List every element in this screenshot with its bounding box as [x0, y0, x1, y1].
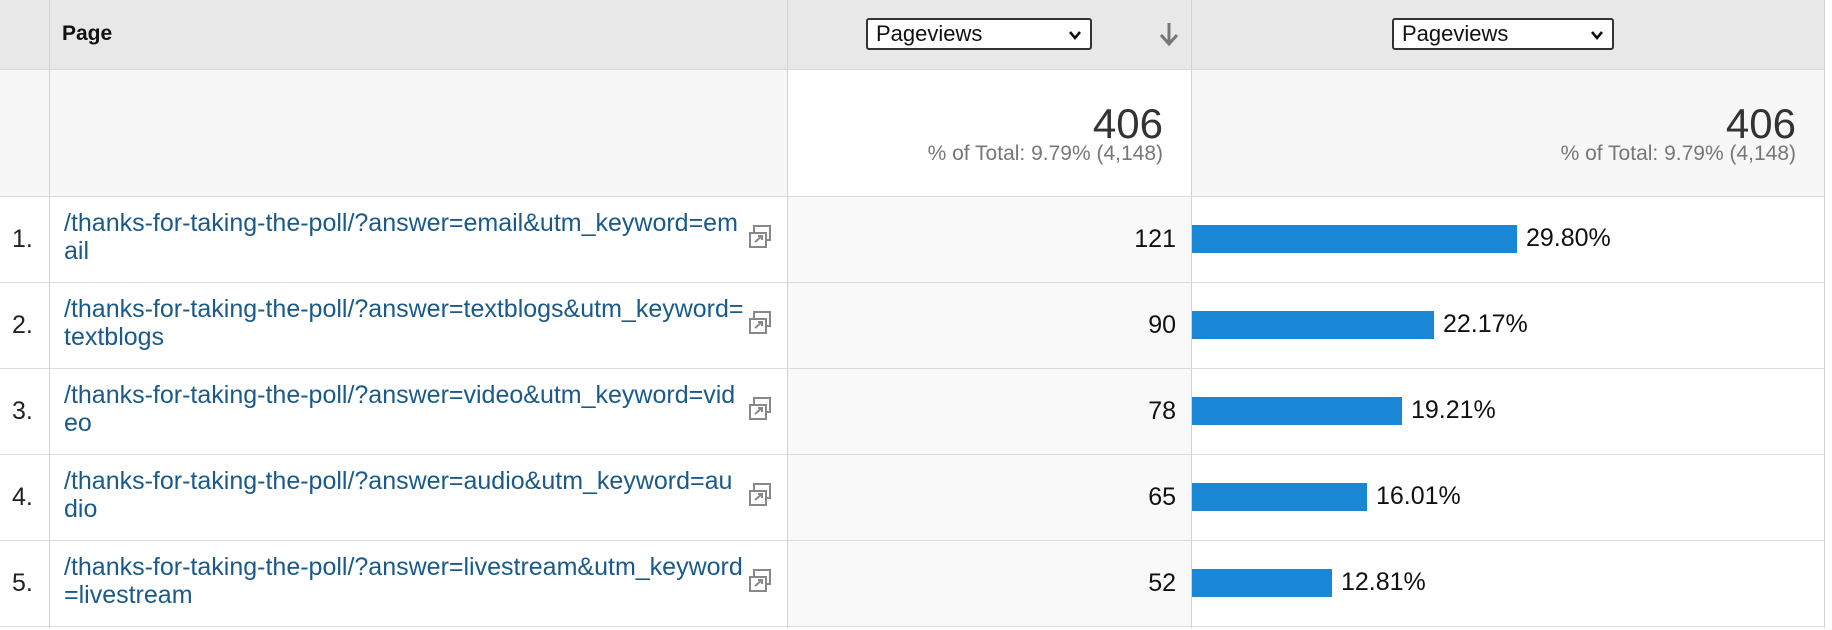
primary-value-cell: 90	[787, 283, 1191, 368]
totals-page-cell	[49, 70, 787, 196]
row-pageviews-value: 78	[1148, 397, 1176, 425]
column-divider	[49, 0, 50, 628]
table-row: 3. /thanks-for-taking-the-poll/?answer=v…	[0, 369, 1824, 455]
comparison-bar-cell: 29.80%	[1191, 197, 1824, 282]
page-link[interactable]: /thanks-for-taking-the-poll/?answer=text…	[64, 295, 744, 351]
percentage-label: 16.01%	[1376, 482, 1461, 510]
row-number: 5.	[12, 569, 33, 597]
table-row: 5. /thanks-for-taking-the-poll/?answer=l…	[0, 541, 1824, 627]
comparison-metric-select[interactable]: Pageviews	[1392, 18, 1614, 50]
row-number: 1.	[12, 225, 33, 253]
totals-primary-cell: 406 % of Total: 9.79% (4,148)	[787, 70, 1191, 196]
comparison-total-percent: % of Total: 9.79% (4,148)	[1560, 142, 1796, 165]
column-divider	[1191, 0, 1192, 628]
rownum-cell: 4.	[0, 455, 49, 540]
totals-comparison-cell: 406 % of Total: 9.79% (4,148)	[1191, 70, 1824, 196]
open-in-new-window-icon[interactable]	[747, 568, 773, 594]
page-link[interactable]: /thanks-for-taking-the-poll/?answer=audi…	[64, 467, 733, 523]
page-cell: /thanks-for-taking-the-poll/?answer=emai…	[49, 197, 787, 282]
rownum-cell: 2.	[0, 283, 49, 368]
column-divider	[787, 0, 788, 628]
open-in-new-window-icon[interactable]	[747, 482, 773, 508]
row-pageviews-value: 90	[1148, 311, 1176, 339]
page-column-header[interactable]: Page	[62, 22, 113, 45]
page-link[interactable]: /thanks-for-taking-the-poll/?answer=live…	[64, 553, 743, 609]
open-in-new-window-icon[interactable]	[747, 310, 773, 336]
percentage-label: 19.21%	[1411, 396, 1496, 424]
comparison-bar-cell: 19.21%	[1191, 369, 1824, 454]
header-comparison-metric-cell: Pageviews	[1191, 0, 1824, 69]
percentage-label: 12.81%	[1341, 568, 1426, 596]
primary-value-cell: 78	[787, 369, 1191, 454]
primary-value-cell: 52	[787, 541, 1191, 626]
percentage-bar	[1192, 225, 1517, 253]
primary-value-cell: 65	[787, 455, 1191, 540]
chevron-down-icon	[1069, 31, 1081, 41]
totals-row: 406 % of Total: 9.79% (4,148) 406 % of T…	[0, 70, 1824, 197]
table-row: 1. /thanks-for-taking-the-poll/?answer=e…	[0, 197, 1824, 283]
comparison-bar-cell: 16.01%	[1191, 455, 1824, 540]
header-primary-metric-cell: Pageviews	[787, 0, 1191, 69]
percentage-bar	[1192, 483, 1367, 511]
open-in-new-window-icon[interactable]	[747, 396, 773, 422]
percentage-bar	[1192, 397, 1402, 425]
page-cell: /thanks-for-taking-the-poll/?answer=live…	[49, 541, 787, 626]
primary-total-value: 406	[1092, 100, 1163, 147]
primary-metric-select[interactable]: Pageviews	[866, 18, 1092, 50]
percentage-label: 29.80%	[1526, 224, 1611, 252]
comparison-total-value: 406	[1725, 100, 1796, 147]
page-cell: /thanks-for-taking-the-poll/?answer=text…	[49, 283, 787, 368]
table-row: 2. /thanks-for-taking-the-poll/?answer=t…	[0, 283, 1824, 369]
comparison-bar-cell: 22.17%	[1191, 283, 1824, 368]
rownum-cell: 3.	[0, 369, 49, 454]
sort-descending-icon[interactable]	[1157, 20, 1181, 48]
column-divider	[1824, 0, 1825, 628]
row-number: 4.	[12, 483, 33, 511]
totals-rownum-cell	[0, 70, 49, 196]
header-rownum-cell	[0, 0, 49, 69]
primary-metric-label: Pageviews	[876, 21, 983, 46]
table-header-row: Page Pageviews Pageviews	[0, 0, 1824, 70]
header-page-cell[interactable]: Page	[49, 0, 787, 69]
percentage-bar	[1192, 311, 1434, 339]
row-number: 3.	[12, 397, 33, 425]
page-link[interactable]: /thanks-for-taking-the-poll/?answer=emai…	[64, 209, 738, 265]
rownum-cell: 1.	[0, 197, 49, 282]
row-pageviews-value: 65	[1148, 483, 1176, 511]
percentage-label: 22.17%	[1443, 310, 1528, 338]
page-cell: /thanks-for-taking-the-poll/?answer=vide…	[49, 369, 787, 454]
open-in-new-window-icon[interactable]	[747, 224, 773, 250]
row-number: 2.	[12, 311, 33, 339]
primary-total-percent: % of Total: 9.79% (4,148)	[927, 142, 1163, 165]
comparison-metric-label: Pageviews	[1402, 21, 1509, 46]
rownum-cell: 5.	[0, 541, 49, 626]
percentage-bar	[1192, 569, 1332, 597]
row-pageviews-value: 121	[1134, 225, 1176, 253]
page-cell: /thanks-for-taking-the-poll/?answer=audi…	[49, 455, 787, 540]
table-row: 4. /thanks-for-taking-the-poll/?answer=a…	[0, 455, 1824, 541]
row-pageviews-value: 52	[1148, 569, 1176, 597]
chevron-down-icon	[1591, 31, 1603, 41]
comparison-bar-cell: 12.81%	[1191, 541, 1824, 626]
page-link[interactable]: /thanks-for-taking-the-poll/?answer=vide…	[64, 381, 736, 437]
primary-value-cell: 121	[787, 197, 1191, 282]
